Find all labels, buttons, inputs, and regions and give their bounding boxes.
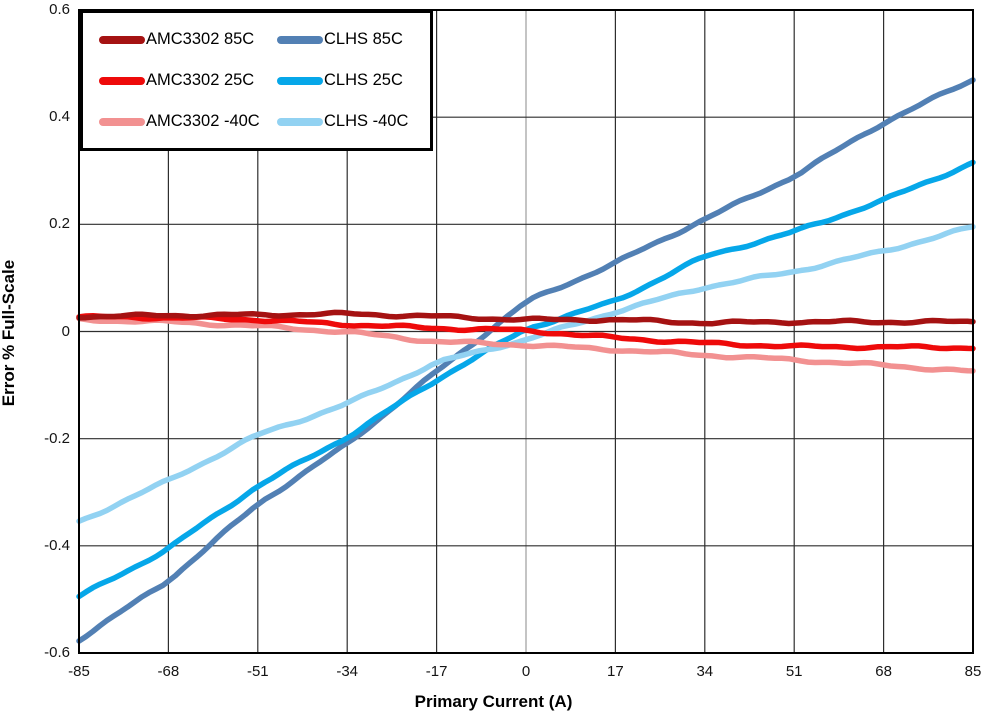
plot-border bbox=[78, 9, 974, 654]
legend-label: AMC3302 -40C bbox=[146, 112, 260, 130]
x-tick-label: -51 bbox=[246, 663, 269, 680]
y-tick-label: 0.6 bbox=[49, 1, 70, 18]
series-line-amc3302-25c bbox=[76, 313, 976, 352]
x-tick-label: -17 bbox=[425, 663, 448, 680]
legend-label: CLHS -40C bbox=[324, 112, 409, 130]
y-axis-title: Error % Full-Scale bbox=[0, 259, 18, 407]
legend-label: CLHS 85C bbox=[324, 30, 403, 48]
x-tick-label: 34 bbox=[696, 663, 714, 680]
x-tick-label: 0 bbox=[521, 663, 531, 680]
y-tick-label: 0.2 bbox=[49, 215, 70, 233]
legend-item-clhs-25c: CLHS 25C bbox=[277, 60, 430, 101]
legend-item-amc3302-85c: AMC3302 85C bbox=[99, 19, 277, 60]
x-tick-label: 17 bbox=[607, 663, 624, 680]
legend-label: AMC3302 85C bbox=[146, 30, 255, 48]
y-tick-label: -0.2 bbox=[44, 429, 70, 447]
legend-item-clhs-85c: CLHS 85C bbox=[277, 19, 430, 60]
legend-label: AMC3302 25C bbox=[146, 71, 255, 89]
legend-swatch-icon bbox=[99, 76, 145, 85]
legend-swatch-icon bbox=[99, 117, 145, 126]
legend-swatch-icon bbox=[99, 35, 145, 44]
x-tick-label: -68 bbox=[157, 663, 180, 680]
legend-swatch-icon bbox=[277, 35, 323, 44]
y-tick-label: -0.6 bbox=[44, 644, 70, 661]
series-line-clhs-40c bbox=[76, 224, 976, 524]
series-line-amc3302-85c bbox=[76, 309, 976, 327]
series-line-amc3302-40c bbox=[76, 315, 976, 374]
x-axis-title: Primary Current (A) bbox=[414, 692, 573, 711]
y-tick-label: 0.4 bbox=[49, 108, 70, 126]
series-line-clhs-85c bbox=[76, 77, 976, 644]
legend-item-amc3302-40c: AMC3302 -40C bbox=[99, 101, 277, 142]
x-tick-label: -85 bbox=[68, 663, 90, 680]
legend-swatch-icon bbox=[277, 117, 323, 126]
x-tick-label: 51 bbox=[785, 663, 803, 680]
y-tick-label: -0.4 bbox=[44, 536, 70, 554]
x-tick-label: -34 bbox=[336, 663, 359, 680]
legend-swatch-icon bbox=[277, 76, 323, 85]
legend: AMC3302 85C CLHS 85C AMC3302 25C CLHS 25C AM… bbox=[80, 10, 433, 151]
y-tick-label: 0 bbox=[61, 322, 70, 340]
legend-item-amc3302-25c: AMC3302 25C bbox=[99, 60, 277, 101]
x-tick-label: 68 bbox=[875, 663, 892, 680]
legend-label: CLHS 25C bbox=[324, 71, 403, 89]
x-tick-label: 85 bbox=[964, 663, 982, 680]
legend-item-clhs-40c: CLHS -40C bbox=[277, 101, 430, 142]
